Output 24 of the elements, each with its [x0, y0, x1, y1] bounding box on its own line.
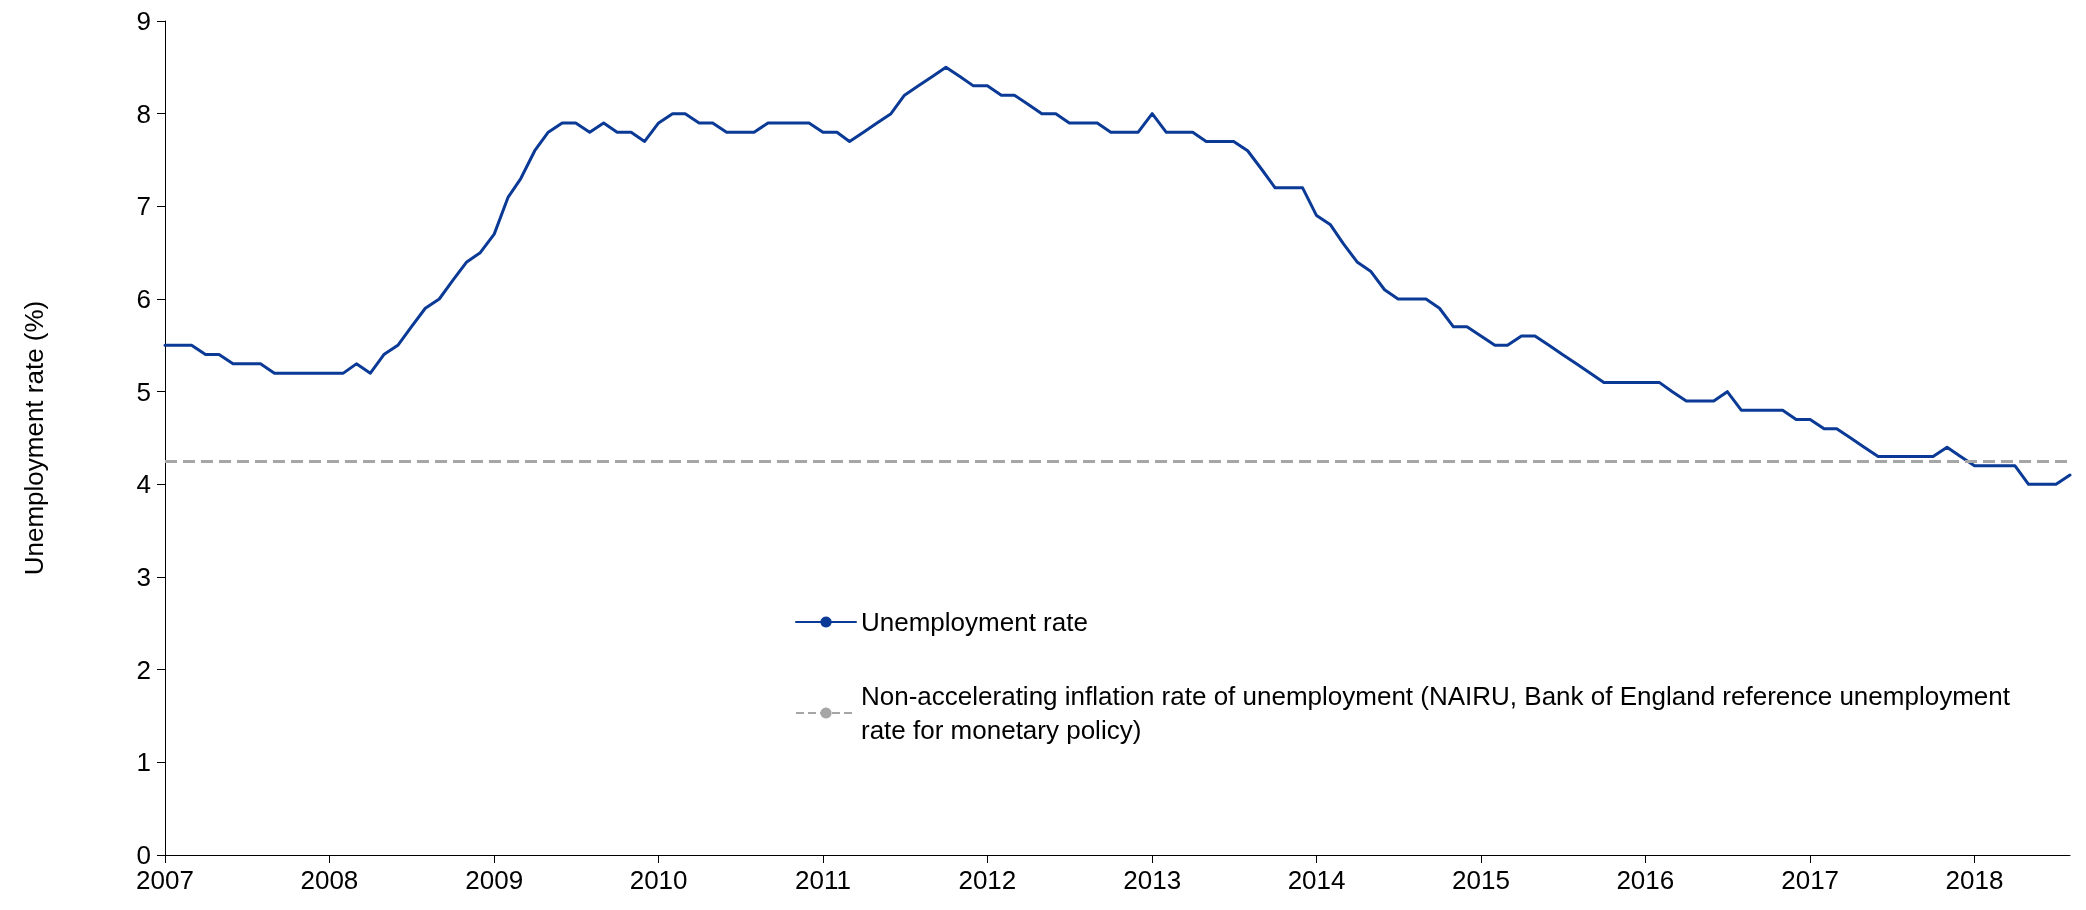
y-tick-label: 4 [136, 469, 151, 500]
y-tick-label: 6 [136, 284, 151, 314]
x-tick-label: 2018 [1945, 865, 2004, 895]
x-tick-label: 2014 [1287, 865, 1346, 895]
x-tick-label: 2011 [795, 865, 851, 895]
legend-label: Non-accelerating inflation rate of unemployment (NAIRU, Bank of England reference unemployment rate for monetary policy) [861, 681, 2018, 745]
x-tick-label: 2017 [1781, 865, 1840, 895]
y-tick-label: 2 [136, 654, 151, 685]
y-tick-label: 8 [136, 98, 151, 129]
x-tick-label: 2009 [465, 865, 524, 895]
x-tick-label: 2012 [958, 865, 1017, 895]
y-axis-title: Unemployment rate (%) [19, 300, 49, 576]
x-tick-label: 2013 [1123, 865, 1182, 895]
line-series [163, 65, 2072, 486]
x-tick-label: 2010 [629, 865, 688, 895]
x-tick-label: 2015 [1452, 865, 1510, 895]
legend-label: Unemployment rate [861, 607, 1088, 637]
y-tick-label: 5 [136, 376, 151, 407]
y-tick-label: 1 [136, 747, 151, 778]
y-tick-label: 9 [136, 6, 151, 36]
x-tick-label: 2016 [1616, 865, 1675, 895]
y-tick-label: 3 [136, 562, 151, 592]
y-tick-label: 7 [136, 191, 151, 222]
x-tick-label: 2008 [300, 865, 359, 895]
